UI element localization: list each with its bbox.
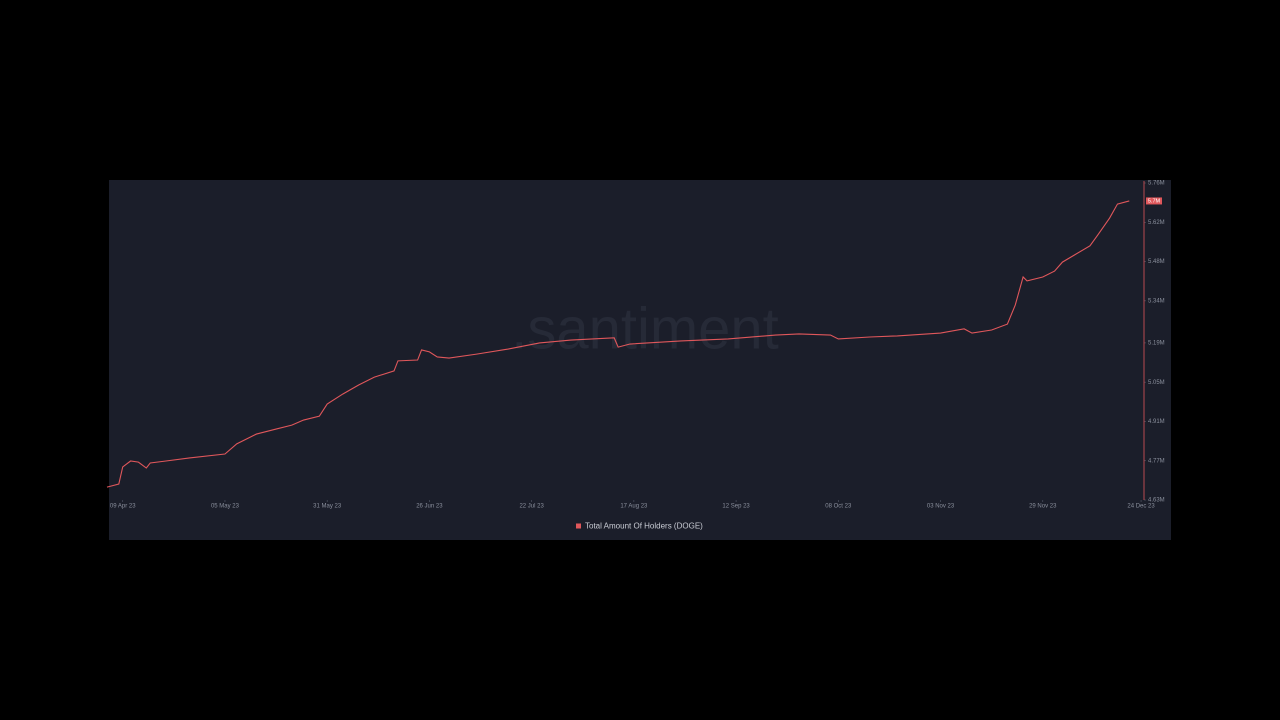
y-tick-label: 5.62M (1148, 220, 1165, 226)
x-tick-label: 17 Aug 23 (620, 504, 648, 510)
x-tick-label: 26 Jun 23 (416, 504, 443, 510)
x-tick-label: 22 Jul 23 (519, 504, 544, 510)
y-tick-label: 5.05M (1148, 380, 1165, 386)
y-tick-label: 5.19M (1148, 340, 1165, 346)
x-tick-label: 12 Sep 23 (722, 504, 750, 510)
y-tick-label: 5.76M (1148, 181, 1165, 187)
x-tick-label: 31 May 23 (313, 504, 342, 510)
legend-label: Total Amount Of Holders (DOGE) (585, 522, 703, 531)
x-tick-label: 29 Nov 23 (1029, 504, 1057, 510)
watermark: .santiment (511, 296, 779, 361)
chart-panel (109, 180, 1171, 540)
y-tick-label: 4.91M (1148, 419, 1165, 425)
last-value-box (1146, 197, 1162, 205)
legend-swatch (576, 523, 581, 529)
data-line (106, 200, 1130, 488)
last-value-label: 5.7M (1148, 198, 1161, 204)
y-tick-label: 5.48M (1148, 259, 1165, 265)
y-tick-label: 4.63M (1148, 498, 1165, 504)
x-tick-label: 08 Oct 23 (825, 504, 852, 510)
x-tick-label: 24 Dec 23 (1127, 504, 1155, 510)
x-tick-label: 05 May 23 (211, 504, 240, 510)
x-tick-label: 09 Apr 23 (110, 504, 136, 510)
y-tick-label: 4.77M (1148, 458, 1165, 464)
x-tick-label: 03 Nov 23 (927, 504, 955, 510)
y-tick-label: 5.34M (1148, 298, 1165, 304)
